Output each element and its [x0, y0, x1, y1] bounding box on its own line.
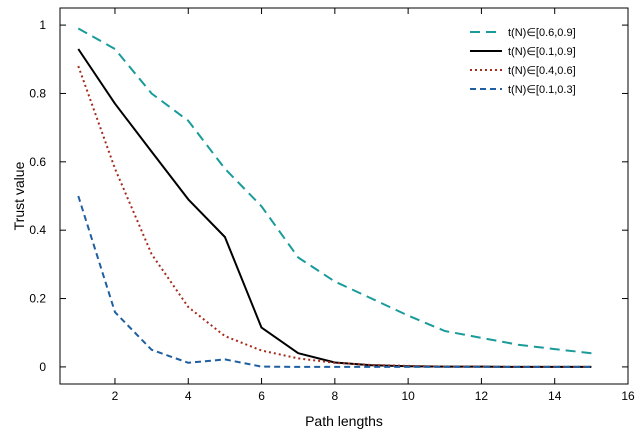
- x-tick-label: 2: [112, 389, 119, 403]
- y-axis-title: Trust value: [11, 161, 27, 230]
- legend-label: t(N)∈[0.6,0.9]: [508, 27, 576, 39]
- x-tick-label: 14: [548, 389, 562, 403]
- y-tick-label: 0.2: [29, 292, 46, 306]
- y-tick-label: 0.8: [29, 86, 46, 100]
- legend-label: t(N)∈[0.1,0.9]: [508, 46, 576, 58]
- x-tick-label: 4: [185, 389, 192, 403]
- y-tick-label: 0: [39, 360, 46, 374]
- series-line-3: [77, 65, 592, 368]
- x-tick-label: 16: [621, 389, 635, 403]
- x-tick-label: 12: [475, 389, 489, 403]
- x-tick-label: 10: [401, 389, 415, 403]
- y-tick-label: 0.4: [29, 223, 46, 237]
- series-line-1: [77, 27, 592, 355]
- y-tick-label: 0.6: [29, 155, 46, 169]
- legend-label: t(N)∈[0.1,0.3]: [508, 84, 576, 96]
- y-tick-label: 1: [39, 18, 46, 32]
- x-tick-label: 6: [258, 389, 265, 403]
- series-lines: [77, 27, 592, 368]
- x-tick-label: 8: [331, 389, 338, 403]
- x-axis-title: Path lengths: [305, 413, 383, 429]
- legend: t(N)∈[0.6,0.9] t(N)∈[0.1,0.9] t(N)∈[0.4,0.…: [470, 27, 576, 96]
- axis-ticks: 2 4 6 8 10 12 14 16 0 0.2 0.4 0.6 0.8 1: [29, 8, 635, 403]
- plot-area-frame: [59, 7, 629, 385]
- series-line-4: [77, 195, 592, 368]
- legend-label: t(N)∈[0.4,0.6]: [508, 65, 576, 77]
